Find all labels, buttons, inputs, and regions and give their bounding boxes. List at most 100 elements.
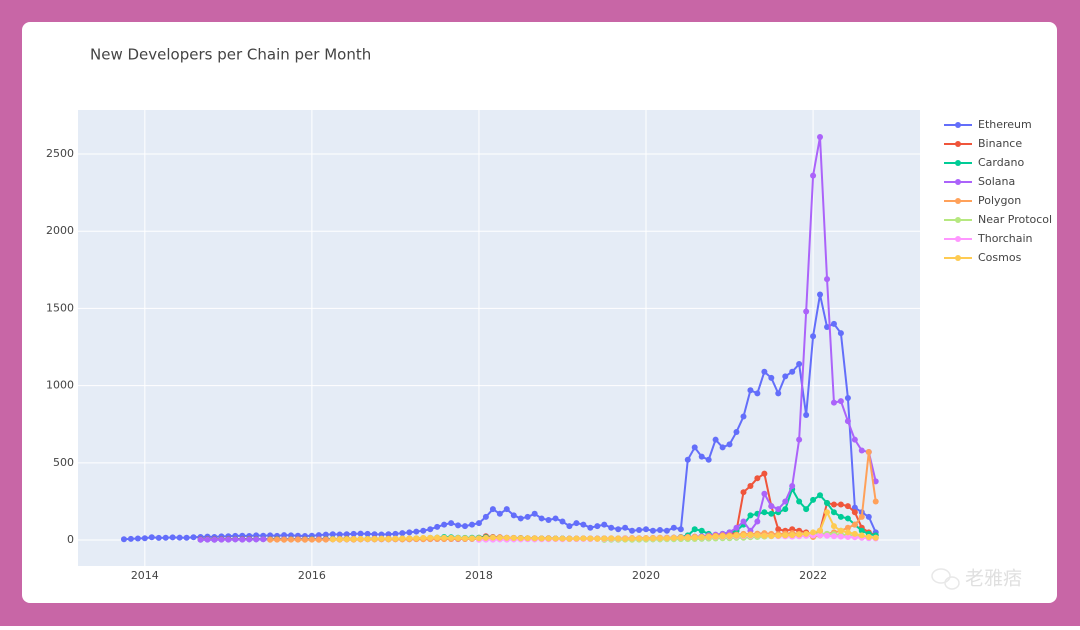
marker xyxy=(385,535,392,542)
marker xyxy=(670,535,677,542)
marker xyxy=(837,501,844,508)
marker xyxy=(594,523,601,530)
marker xyxy=(322,536,329,543)
marker xyxy=(649,527,656,534)
marker xyxy=(615,526,622,533)
marker xyxy=(587,535,594,542)
marker xyxy=(482,534,489,541)
series xyxy=(329,509,879,543)
marker xyxy=(496,510,503,517)
marker xyxy=(858,447,865,454)
marker xyxy=(315,536,322,543)
watermark-icon xyxy=(931,568,960,590)
marker xyxy=(510,512,517,519)
marker xyxy=(824,532,831,539)
marker xyxy=(830,320,837,327)
marker xyxy=(371,531,378,538)
marker xyxy=(754,518,761,525)
marker xyxy=(837,513,844,520)
legend-marker xyxy=(955,179,961,185)
marker xyxy=(712,533,719,540)
marker xyxy=(462,535,469,542)
marker xyxy=(378,535,385,542)
marker xyxy=(824,323,831,330)
legend-marker xyxy=(955,255,961,261)
marker xyxy=(865,513,872,520)
marker xyxy=(663,535,670,542)
marker xyxy=(364,530,371,537)
marker xyxy=(782,498,789,505)
marker xyxy=(406,535,413,542)
marker xyxy=(636,527,643,534)
marker xyxy=(594,535,601,542)
marker xyxy=(629,535,636,542)
marker xyxy=(489,534,496,541)
marker xyxy=(343,531,350,538)
marker xyxy=(719,533,726,540)
marker xyxy=(517,515,524,522)
marker xyxy=(545,516,552,523)
marker xyxy=(475,535,482,542)
marker xyxy=(378,531,385,538)
marker xyxy=(489,506,496,513)
marker xyxy=(413,535,420,542)
marker xyxy=(510,535,517,542)
marker xyxy=(134,535,141,542)
marker xyxy=(837,398,844,405)
marker xyxy=(865,449,872,456)
watermark: 老雅痞 xyxy=(965,568,1022,590)
marker xyxy=(448,534,455,541)
marker xyxy=(747,532,754,539)
marker xyxy=(573,535,580,542)
series xyxy=(120,291,879,543)
marker xyxy=(830,509,837,516)
marker xyxy=(803,308,810,315)
marker xyxy=(601,521,608,528)
marker xyxy=(844,515,851,522)
marker xyxy=(656,527,663,534)
marker xyxy=(872,534,879,541)
marker xyxy=(420,534,427,541)
marker xyxy=(350,530,357,537)
marker xyxy=(768,374,775,381)
marker xyxy=(768,510,775,517)
marker xyxy=(587,524,594,531)
marker xyxy=(190,534,197,541)
marker xyxy=(684,456,691,463)
marker xyxy=(830,533,837,540)
legend-marker xyxy=(955,141,961,147)
marker xyxy=(858,532,865,539)
marker xyxy=(810,333,817,340)
plot-area xyxy=(78,110,920,566)
marker xyxy=(392,530,399,537)
marker xyxy=(824,276,831,283)
marker xyxy=(796,498,803,505)
marker xyxy=(455,535,462,542)
marker xyxy=(761,532,768,539)
marker xyxy=(155,534,162,541)
marker xyxy=(441,534,448,541)
marker xyxy=(837,330,844,337)
marker xyxy=(844,529,851,536)
marker xyxy=(740,489,747,496)
marker xyxy=(824,499,831,506)
marker xyxy=(629,527,636,534)
marker xyxy=(566,535,573,542)
marker xyxy=(817,291,824,298)
marker xyxy=(524,535,531,542)
marker xyxy=(469,535,476,542)
y-tick-label: 500 xyxy=(53,456,74,469)
marker xyxy=(274,536,281,543)
marker xyxy=(663,527,670,534)
marker xyxy=(768,533,775,540)
marker xyxy=(336,536,343,543)
marker xyxy=(615,535,622,542)
marker xyxy=(719,444,726,451)
x-tick-label: 2022 xyxy=(799,569,827,582)
marker xyxy=(698,453,705,460)
marker xyxy=(322,531,329,538)
marker xyxy=(420,527,427,534)
x-tick-label: 2018 xyxy=(465,569,493,582)
marker xyxy=(399,530,406,537)
